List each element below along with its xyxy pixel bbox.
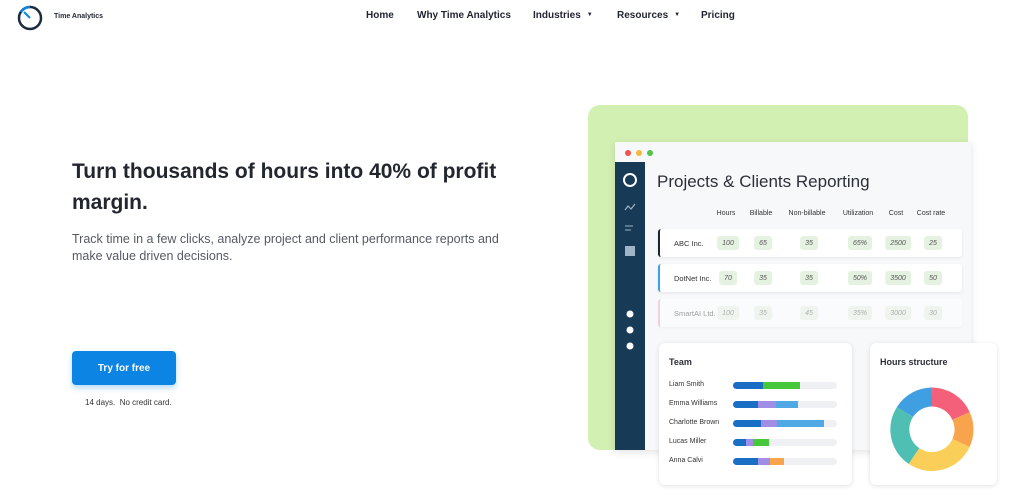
team-bar-segment: [733, 458, 758, 465]
cell-value: 35: [754, 271, 772, 285]
cell-value: 100: [717, 306, 739, 320]
team-bar-segment: [733, 382, 763, 389]
team-bar-segment: [770, 458, 784, 465]
team-member: Lucas Miller: [669, 438, 707, 445]
cell-value: 2500: [885, 236, 911, 250]
team-bar-segment: [733, 420, 761, 427]
nav-text: Industries: [533, 10, 581, 21]
window-dot: [636, 150, 642, 156]
cell-value: 35%: [847, 306, 873, 320]
donut: [890, 387, 974, 471]
table-row: ABC Inc. 100 65 35 65% 2500 25: [658, 229, 962, 257]
team-bar: [733, 382, 837, 389]
cell-value: 3500: [885, 271, 911, 285]
team-bar-segment: [777, 420, 824, 427]
column-header: Cost: [888, 210, 904, 217]
row-name: DotNet Inc.: [674, 274, 712, 283]
team-bar-segment: [733, 439, 746, 446]
nav-link[interactable]: Pricing: [701, 10, 735, 21]
window-dot: [647, 150, 653, 156]
hero-subtitle: Track time in a few clicks, analyze proj…: [72, 232, 499, 263]
team-bar-segment: [758, 401, 776, 408]
row-name: ABC Inc.: [674, 239, 704, 248]
cell-value: 45: [800, 306, 818, 320]
hero-title: Turn thousands of hours into 40% of prof…: [72, 160, 497, 214]
team-bar-segment: [763, 382, 800, 389]
column-header: Billable: [749, 210, 773, 217]
team-bar: [733, 439, 837, 446]
cell-value: 35: [754, 306, 772, 320]
cell-value: 30: [924, 306, 942, 320]
row-name: SmartAI Ltd.: [674, 309, 716, 318]
column-header: Hours: [716, 210, 736, 217]
nav-link[interactable]: Home: [366, 10, 394, 21]
card-title: Hours structure: [880, 357, 948, 367]
team-card: Team Liam Smith Emma Williams Charlotte Br…: [659, 343, 852, 485]
team-member: Anna Calvi: [669, 457, 703, 464]
column-header: Cost rate: [916, 210, 946, 217]
cell-value: 50%: [847, 271, 873, 285]
team-bar-segment: [758, 458, 770, 465]
cell-value: 100: [717, 236, 739, 250]
cell-value: 3000: [885, 306, 911, 320]
window-dot: [625, 150, 631, 156]
team-bar: [733, 420, 837, 427]
team-bar: [733, 401, 837, 408]
team-member: Emma Williams: [669, 400, 718, 407]
sidebar-icons: [623, 173, 637, 350]
team-bar-segment: [746, 439, 753, 446]
nav-text: Resources: [617, 10, 669, 21]
logo[interactable]: [16, 4, 44, 32]
table-row: DotNet Inc. 70 35 35 50% 3500 50: [658, 264, 962, 292]
app-sidebar: [615, 162, 645, 450]
nav-link[interactable]: Why Time Analytics: [417, 10, 511, 21]
hours-card: Hours structure: [870, 343, 997, 485]
card-title: Team: [669, 357, 692, 367]
column-header: Non-billable: [788, 210, 826, 217]
nav-link[interactable]: Resources ▼: [617, 10, 681, 21]
team-bar-segment: [761, 420, 777, 427]
brand[interactable]: Time Analytics: [54, 13, 104, 20]
cell-value: 65%: [847, 236, 873, 250]
cell-value: 50: [924, 271, 942, 285]
app-title: Projects & Clients Reporting: [657, 172, 870, 191]
cell-value: 35: [800, 271, 818, 285]
cta-button[interactable]: Try for free: [72, 351, 176, 385]
nav-link[interactable]: Industries ▼: [533, 10, 593, 21]
team-bar-segment: [733, 401, 758, 408]
team-bar: [733, 458, 837, 465]
cta-note: 14 days. No credit card.: [85, 398, 172, 407]
team-member: Charlotte Brown: [669, 419, 720, 426]
cell-value: 70: [719, 271, 737, 285]
table-row: SmartAI Ltd. 100 35 45 35% 3000 30: [658, 299, 962, 327]
column-header: Utilization: [842, 210, 874, 217]
team-bar-segment: [776, 401, 798, 408]
cell-value: 25: [924, 236, 942, 250]
team-member: Liam Smith: [669, 381, 705, 388]
team-bar-segment: [753, 439, 769, 446]
cell-value: 65: [754, 236, 772, 250]
cell-value: 35: [800, 236, 818, 250]
